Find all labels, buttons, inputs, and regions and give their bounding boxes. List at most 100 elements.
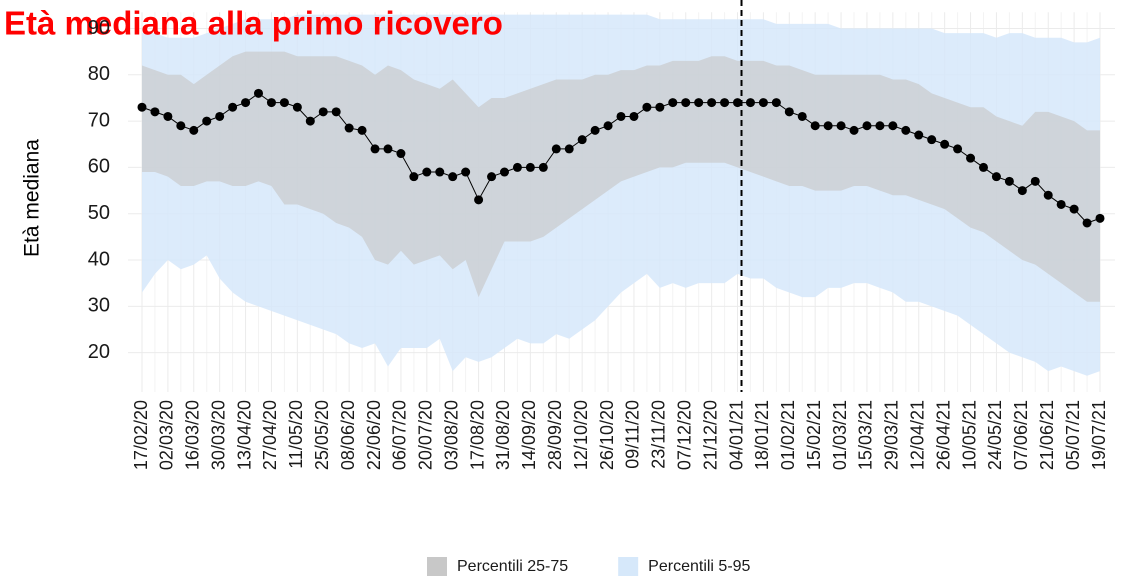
median-point	[331, 107, 341, 117]
median-point	[150, 107, 160, 117]
median-point	[1082, 218, 1092, 228]
median-point	[357, 125, 367, 135]
median-point	[1043, 190, 1053, 200]
median-point	[1030, 176, 1040, 186]
median-point	[383, 144, 393, 154]
median-point	[991, 172, 1001, 182]
median-point	[448, 172, 458, 182]
y-tick-label: 60	[88, 156, 110, 178]
median-point	[344, 123, 354, 133]
median-point	[875, 121, 885, 131]
x-tick-label: 25/05/20	[312, 400, 332, 470]
band	[142, 51, 1100, 302]
y-tick-label: 80	[88, 63, 110, 85]
median-point	[642, 102, 652, 112]
median-point	[461, 167, 471, 177]
x-tick-label: 10/05/21	[959, 400, 979, 470]
median-point	[901, 125, 911, 135]
x-tick-label: 18/01/21	[752, 400, 772, 470]
y-tick-label: 50	[88, 202, 110, 224]
median-point	[1017, 186, 1027, 196]
x-tick-label: 12/04/21	[908, 400, 928, 470]
median-point	[966, 153, 976, 163]
x-tick-label: 17/08/20	[467, 400, 487, 470]
median-point	[176, 121, 186, 131]
median-point	[1004, 176, 1014, 186]
median-point	[577, 135, 587, 145]
x-tick-label: 22/06/20	[364, 400, 384, 470]
legend-swatch	[427, 557, 447, 576]
x-tick-label: 12/10/20	[571, 400, 591, 470]
median-point	[254, 88, 264, 98]
median-point	[616, 111, 626, 121]
x-tick-label: 04/01/21	[726, 400, 746, 470]
median-point	[797, 111, 807, 121]
median-point	[228, 102, 238, 112]
legend-label: Percentili 25-75	[457, 558, 568, 575]
median-point	[784, 107, 794, 117]
median-point	[474, 195, 484, 205]
median-point	[681, 98, 691, 108]
median-point	[771, 98, 781, 108]
x-tick-label: 19/07/21	[1089, 400, 1109, 470]
y-tick-label: 70	[88, 109, 110, 131]
x-tick-label: 23/11/20	[649, 400, 669, 469]
x-tick-label: 15/03/21	[856, 400, 876, 470]
y-tick-label: 40	[88, 248, 110, 270]
median-point	[978, 162, 988, 172]
median-point	[512, 162, 522, 172]
x-tick-label: 24/05/21	[985, 400, 1005, 470]
median-point	[163, 111, 173, 121]
median-point	[849, 125, 859, 135]
x-tick-label: 01/02/21	[778, 400, 798, 470]
median-point	[927, 135, 937, 145]
x-tick-label: 09/11/20	[623, 400, 643, 469]
median-point	[266, 98, 276, 108]
x-tick-label: 28/09/20	[545, 400, 565, 470]
median-point	[590, 125, 600, 135]
x-tick-label: 26/10/20	[597, 400, 617, 470]
median-point	[215, 111, 225, 121]
median-point	[292, 102, 302, 112]
median-point	[720, 98, 730, 108]
median-point	[1056, 199, 1066, 209]
x-tick-label: 16/03/20	[183, 400, 203, 470]
x-tick-label: 08/06/20	[338, 400, 358, 470]
median-point	[279, 98, 289, 108]
x-tick-label: 11/05/20	[286, 400, 306, 469]
median-point	[1069, 204, 1079, 214]
median-point	[409, 172, 419, 182]
median-point	[603, 121, 613, 131]
median-point	[202, 116, 212, 126]
median-point	[810, 121, 820, 131]
median-point	[862, 121, 872, 131]
x-tick-label: 05/07/21	[1063, 400, 1083, 470]
median-point	[241, 98, 251, 108]
median-point	[499, 167, 509, 177]
x-tick-label: 27/04/20	[260, 400, 280, 470]
median-point	[758, 98, 768, 108]
median-point	[422, 167, 432, 177]
median-point	[823, 121, 833, 131]
x-tick-label: 20/07/20	[416, 400, 436, 470]
legend-swatch	[618, 557, 639, 576]
median-point	[538, 162, 548, 172]
y-tick-label: 20	[88, 341, 110, 363]
x-tick-label: 21/12/20	[700, 400, 720, 470]
x-tick-label: 01/03/21	[830, 400, 850, 470]
median-point	[629, 111, 639, 121]
median-point	[914, 130, 924, 140]
median-point	[655, 102, 665, 112]
median-point	[318, 107, 328, 117]
median-point	[564, 144, 574, 154]
median-point	[137, 102, 147, 112]
median-point	[836, 121, 846, 131]
x-tick-label: 15/02/21	[804, 400, 824, 470]
median-point	[189, 125, 199, 135]
x-tick-label: 31/08/20	[493, 400, 513, 470]
x-tick-label: 21/06/21	[1037, 400, 1057, 470]
x-tick-label: 07/12/20	[674, 400, 694, 470]
x-tick-label: 26/04/21	[933, 400, 953, 470]
median-point	[694, 98, 704, 108]
